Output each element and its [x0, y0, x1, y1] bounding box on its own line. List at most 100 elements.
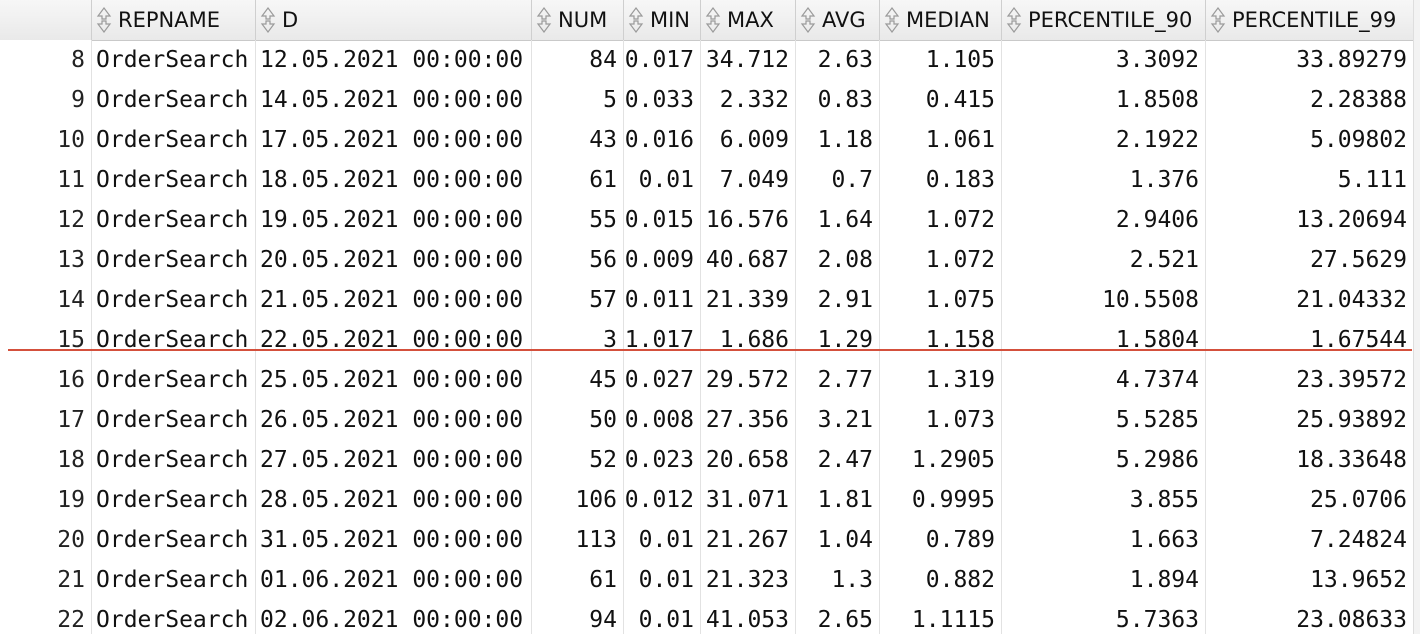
cell-p99[interactable]: 21.04332 [1206, 280, 1414, 320]
cell-max[interactable]: 20.658 [701, 440, 796, 480]
cell-p90[interactable]: 3.3092 [1002, 40, 1206, 80]
column-header-d[interactable]: D [256, 0, 532, 40]
cell-d[interactable]: 21.05.2021 00:00:00 [256, 280, 532, 320]
cell-num[interactable]: 56 [532, 240, 624, 280]
cell-avg[interactable]: 2.91 [796, 280, 880, 320]
cell-max[interactable]: 16.576 [701, 200, 796, 240]
cell-d[interactable]: 17.05.2021 00:00:00 [256, 120, 532, 160]
cell-min[interactable]: 0.027 [624, 360, 701, 400]
cell-p90[interactable]: 5.5285 [1002, 400, 1206, 440]
cell-median[interactable]: 1.075 [880, 280, 1002, 320]
table-row[interactable]: 20 OrderSearch 31.05.2021 00:00:00 113 0.01 2… [0, 520, 1420, 560]
cell-d[interactable]: 01.06.2021 00:00:00 [256, 560, 532, 600]
cell-p90[interactable]: 2.1922 [1002, 120, 1206, 160]
cell-repname[interactable]: OrderSearch [92, 280, 256, 320]
table-row[interactable]: 22 OrderSearch 02.06.2021 00:00:00 94 0.01 41… [0, 600, 1420, 634]
table-row[interactable]: 15 OrderSearch 22.05.2021 00:00:00 3 1.017 1.… [0, 320, 1420, 360]
cell-median[interactable]: 0.882 [880, 560, 1002, 600]
cell-p90[interactable]: 1.894 [1002, 560, 1206, 600]
cell-avg[interactable]: 2.63 [796, 40, 880, 80]
cell-d[interactable]: 22.05.2021 00:00:00 [256, 320, 532, 360]
cell-avg[interactable]: 1.3 [796, 560, 880, 600]
cell-avg[interactable]: 1.29 [796, 320, 880, 360]
cell-d[interactable]: 27.05.2021 00:00:00 [256, 440, 532, 480]
cell-median[interactable]: 0.789 [880, 520, 1002, 560]
cell-median[interactable]: 1.072 [880, 200, 1002, 240]
cell-p99[interactable]: 25.93892 [1206, 400, 1414, 440]
sort-arrows-icon[interactable] [96, 7, 112, 33]
cell-d[interactable]: 26.05.2021 00:00:00 [256, 400, 532, 440]
cell-min[interactable]: 0.033 [624, 80, 701, 120]
cell-max[interactable]: 34.712 [701, 40, 796, 80]
sort-arrows-icon[interactable] [260, 7, 276, 33]
cell-repname[interactable]: OrderSearch [92, 160, 256, 200]
cell-d[interactable]: 12.05.2021 00:00:00 [256, 40, 532, 80]
sort-arrows-icon[interactable] [705, 7, 721, 33]
cell-p99[interactable]: 23.08633 [1206, 600, 1414, 634]
sort-arrows-icon[interactable] [1006, 7, 1022, 33]
table-row[interactable]: 21 OrderSearch 01.06.2021 00:00:00 61 0.01 21… [0, 560, 1420, 600]
cell-num[interactable]: 3 [532, 320, 624, 360]
cell-repname[interactable]: OrderSearch [92, 440, 256, 480]
cell-d[interactable]: 19.05.2021 00:00:00 [256, 200, 532, 240]
column-header-p90[interactable]: PERCENTILE_90 [1002, 0, 1206, 40]
table-row[interactable]: 18 OrderSearch 27.05.2021 00:00:00 52 0.023 2… [0, 440, 1420, 480]
cell-median[interactable]: 1.073 [880, 400, 1002, 440]
cell-median[interactable]: 0.415 [880, 80, 1002, 120]
column-header-min[interactable]: MIN [624, 0, 701, 40]
cell-max[interactable]: 27.356 [701, 400, 796, 440]
cell-num[interactable]: 52 [532, 440, 624, 480]
cell-max[interactable]: 21.339 [701, 280, 796, 320]
cell-min[interactable]: 0.012 [624, 480, 701, 520]
cell-median[interactable]: 1.1115 [880, 600, 1002, 634]
cell-avg[interactable]: 1.18 [796, 120, 880, 160]
table-row[interactable]: 11 OrderSearch 18.05.2021 00:00:00 61 0.01 7.… [0, 160, 1420, 200]
cell-p99[interactable]: 13.9652 [1206, 560, 1414, 600]
cell-p99[interactable]: 25.0706 [1206, 480, 1414, 520]
cell-p99[interactable]: 2.28388 [1206, 80, 1414, 120]
vertical-scrollbar[interactable] [1413, 0, 1420, 634]
cell-avg[interactable]: 2.77 [796, 360, 880, 400]
cell-avg[interactable]: 1.81 [796, 480, 880, 520]
cell-repname[interactable]: OrderSearch [92, 80, 256, 120]
cell-p90[interactable]: 5.2986 [1002, 440, 1206, 480]
cell-max[interactable]: 41.053 [701, 600, 796, 634]
cell-min[interactable]: 0.023 [624, 440, 701, 480]
cell-repname[interactable]: OrderSearch [92, 40, 256, 80]
cell-p99[interactable]: 33.89279 [1206, 40, 1414, 80]
cell-num[interactable]: 61 [532, 560, 624, 600]
cell-repname[interactable]: OrderSearch [92, 360, 256, 400]
cell-num[interactable]: 50 [532, 400, 624, 440]
sort-arrows-icon[interactable] [884, 7, 900, 33]
cell-num[interactable]: 45 [532, 360, 624, 400]
cell-repname[interactable]: OrderSearch [92, 520, 256, 560]
cell-min[interactable]: 0.01 [624, 160, 701, 200]
cell-p90[interactable]: 2.521 [1002, 240, 1206, 280]
cell-p90[interactable]: 1.5804 [1002, 320, 1206, 360]
column-header-num[interactable]: NUM [532, 0, 624, 40]
cell-repname[interactable]: OrderSearch [92, 200, 256, 240]
sort-arrows-icon[interactable] [536, 7, 552, 33]
column-header-p99[interactable]: PERCENTILE_99 [1206, 0, 1414, 40]
column-header-avg[interactable]: AVG [796, 0, 880, 40]
cell-max[interactable]: 1.686 [701, 320, 796, 360]
cell-min[interactable]: 0.011 [624, 280, 701, 320]
cell-max[interactable]: 7.049 [701, 160, 796, 200]
cell-p99[interactable]: 23.39572 [1206, 360, 1414, 400]
cell-num[interactable]: 55 [532, 200, 624, 240]
cell-p99[interactable]: 13.20694 [1206, 200, 1414, 240]
cell-repname[interactable]: OrderSearch [92, 480, 256, 520]
cell-min[interactable]: 0.016 [624, 120, 701, 160]
cell-p90[interactable]: 4.7374 [1002, 360, 1206, 400]
cell-min[interactable]: 0.01 [624, 600, 701, 634]
cell-median[interactable]: 1.158 [880, 320, 1002, 360]
cell-avg[interactable]: 1.64 [796, 200, 880, 240]
cell-max[interactable]: 21.267 [701, 520, 796, 560]
cell-p99[interactable]: 1.67544 [1206, 320, 1414, 360]
cell-d[interactable]: 02.06.2021 00:00:00 [256, 600, 532, 634]
cell-avg[interactable]: 2.47 [796, 440, 880, 480]
cell-min[interactable]: 0.01 [624, 560, 701, 600]
cell-num[interactable]: 106 [532, 480, 624, 520]
cell-median[interactable]: 0.9995 [880, 480, 1002, 520]
